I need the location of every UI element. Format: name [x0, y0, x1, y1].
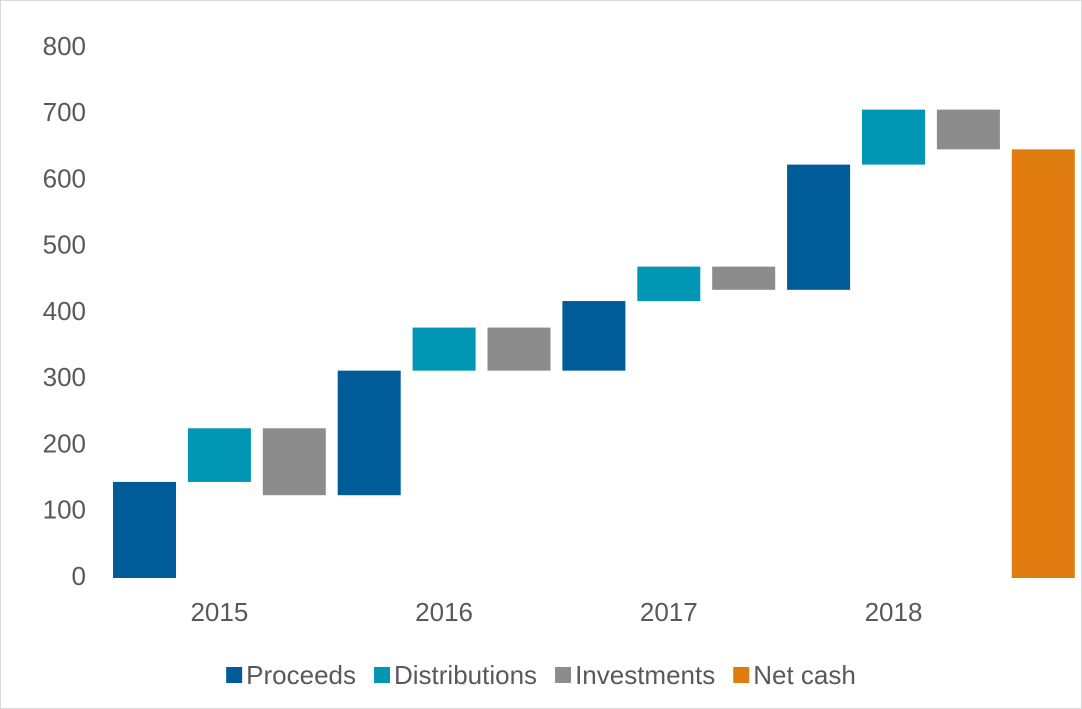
x-tick-label: 2017 [640, 597, 698, 627]
bar [562, 301, 626, 371]
legend-swatch [226, 667, 243, 683]
y-tick-label: 600 [43, 163, 86, 193]
y-tick-label: 800 [43, 31, 86, 61]
y-tick-label: 500 [43, 230, 86, 260]
legend-label: Net cash [753, 660, 856, 690]
y-tick-label: 200 [43, 428, 86, 458]
x-tick-label: 2015 [190, 597, 248, 627]
legend-label: Proceeds [246, 660, 356, 690]
bar [262, 428, 326, 496]
legend-label: Distributions [394, 660, 537, 690]
bar [412, 327, 476, 371]
bar [862, 109, 925, 165]
y-tick-label: 0 [72, 561, 86, 591]
legend-label: Investments [575, 660, 715, 690]
bar [113, 481, 176, 578]
bar [637, 266, 701, 302]
y-tick-label: 400 [43, 296, 86, 326]
y-tick-label: 100 [43, 495, 86, 525]
legend-swatch [733, 667, 750, 683]
x-tick-label: 2016 [415, 597, 473, 627]
bar [187, 428, 251, 482]
y-tick-label: 700 [43, 97, 86, 127]
legend-swatch [555, 667, 572, 683]
bar [337, 370, 401, 496]
bar [487, 327, 551, 371]
bar [936, 109, 1000, 150]
legend-swatch [374, 667, 390, 683]
bar [1011, 149, 1075, 579]
bar [712, 266, 776, 290]
bar [787, 164, 851, 290]
x-tick-label: 2018 [865, 597, 923, 627]
y-tick-label: 300 [43, 362, 86, 392]
